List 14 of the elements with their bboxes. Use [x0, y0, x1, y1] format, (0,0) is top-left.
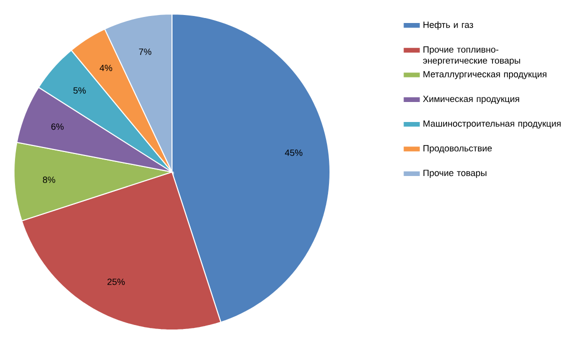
legend-label: Прочие товары [424, 170, 486, 178]
data-label: 4% [100, 64, 112, 72]
legend-label: Нефть и газ [424, 21, 474, 30]
legend-label: Машиностроительная продукция [424, 120, 561, 129]
data-label: 6% [51, 123, 64, 130]
legend-label: Металлургическая продукция [424, 71, 546, 80]
data-label: 8% [42, 176, 56, 183]
legend-label: Химическая продукция [422, 96, 520, 104]
legend-label: Продовольствие [424, 145, 492, 154]
data-label: 7% [139, 48, 152, 55]
data-label: 5% [73, 87, 86, 94]
legend-label: Прочие топливно-энергетические товары [423, 46, 520, 66]
data-label: 45% [284, 150, 302, 156]
data-label: 25% [108, 278, 125, 285]
